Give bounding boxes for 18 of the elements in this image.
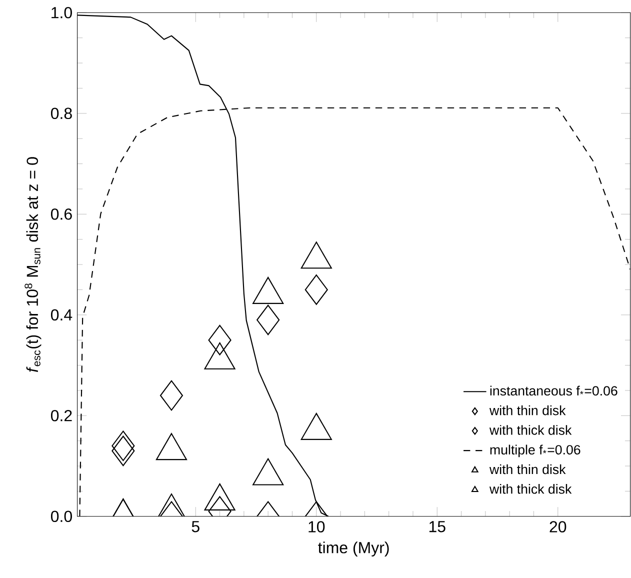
y-tick-label: 0.8	[50, 108, 72, 120]
y-tick-label: 0.0	[50, 510, 72, 522]
legend-label: instantaneous f$_{*}$=0.06	[490, 386, 618, 396]
legend-label: with thin disk	[489, 464, 566, 474]
x-tick-label: 10	[308, 521, 325, 533]
x-tick-label: 5	[192, 521, 200, 532]
x-axis-title: time (Myr)	[318, 542, 389, 557]
legend-label: multiple f$_{*}$=0.06	[490, 444, 580, 458]
x-tick-label: 15	[429, 521, 446, 532]
y-tick-label: 1.0	[52, 7, 72, 18]
legend-label: with thick disk	[489, 425, 572, 436]
y-tick-label: 0.2	[50, 410, 72, 422]
y-axis-title: f$_{esc}$(t) for 10$^{8}$ M$_{sun}$ disk at z = 0	[24, 157, 42, 372]
legend-label: with thick disk	[489, 484, 572, 494]
y-tick-label: 0.6	[50, 208, 72, 220]
y-tick-label: 0.4	[50, 309, 72, 321]
legend-label: with thin disk	[489, 406, 566, 416]
x-tick-label: 20	[550, 521, 566, 533]
